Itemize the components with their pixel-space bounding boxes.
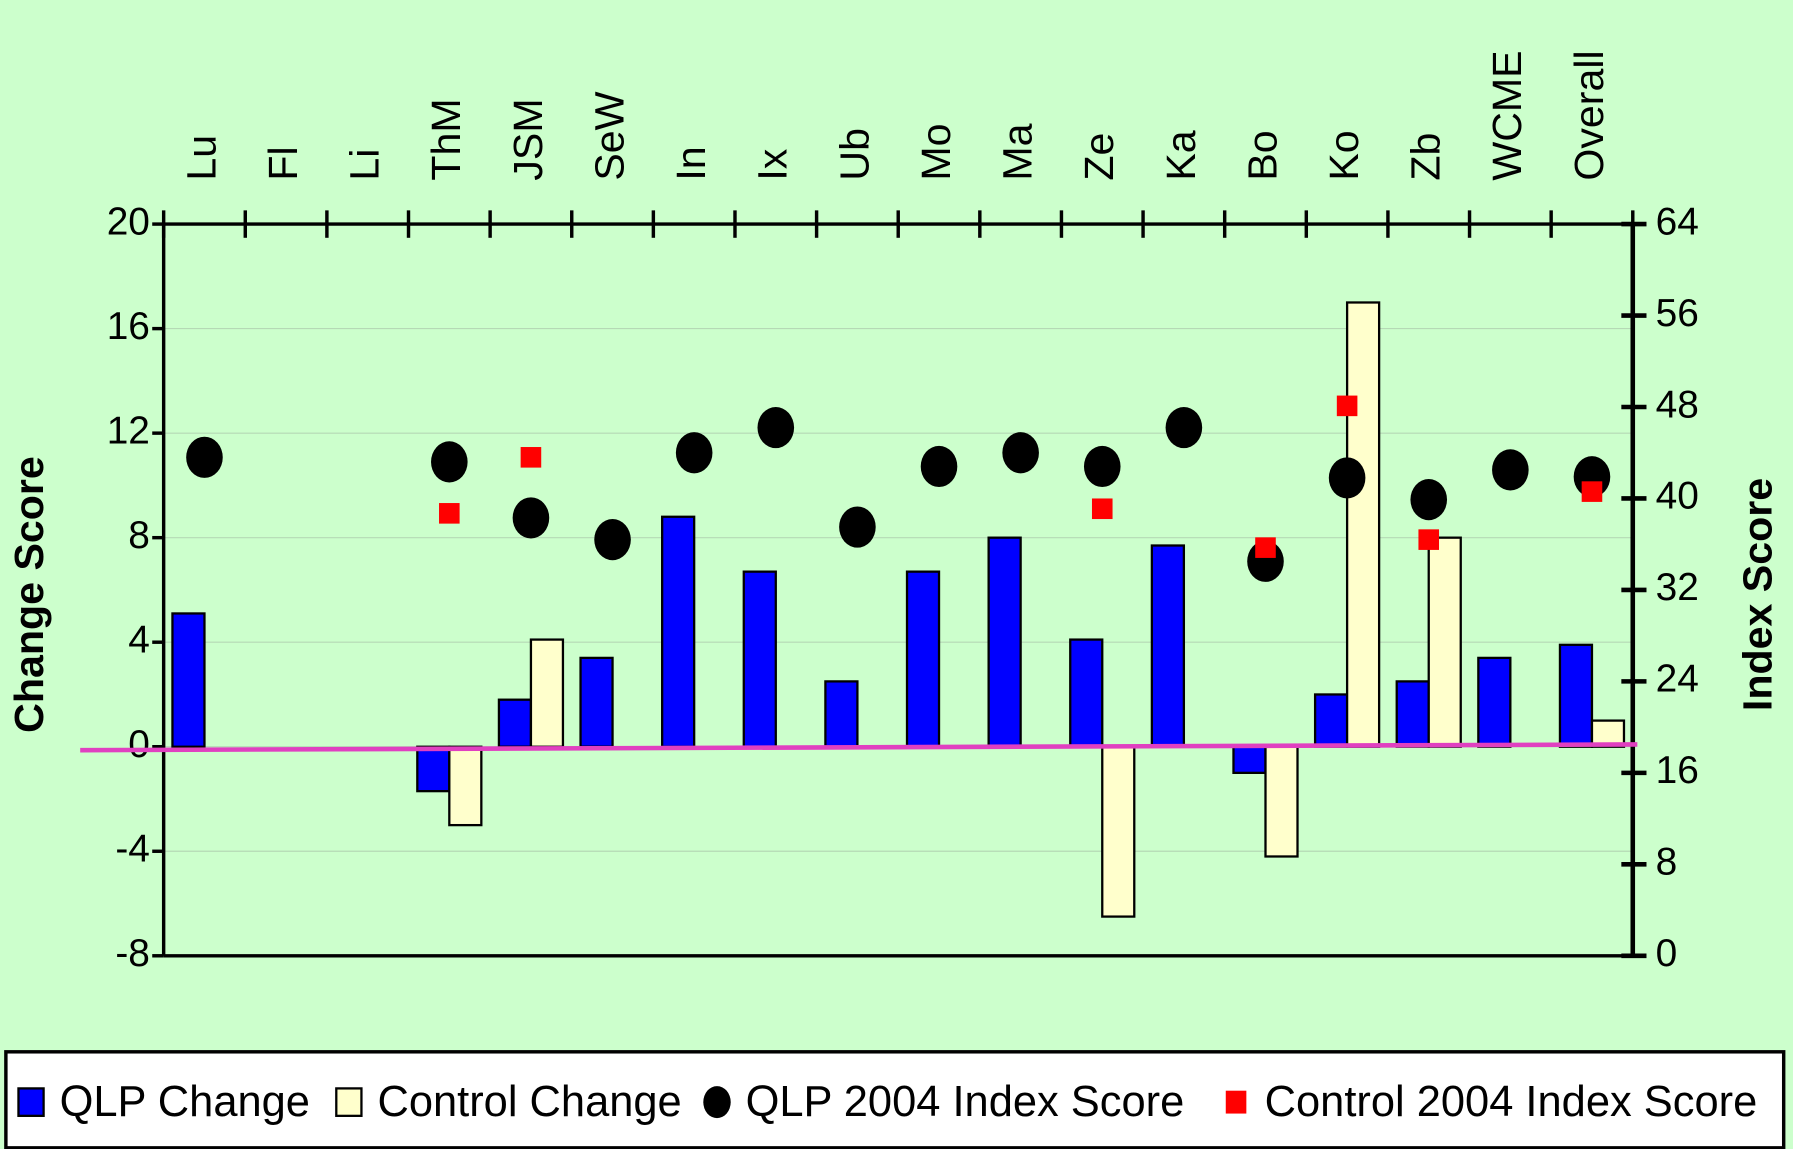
point [439,503,460,524]
y2-tick-label: 32 [1656,566,1699,609]
point [675,432,713,474]
bar [1150,544,1186,748]
point [594,519,631,561]
x-tick-label: JSM [505,98,551,180]
y-tick-label: -8 [115,932,150,975]
point [1336,395,1358,417]
legend-label: QLP 2004 Index Score [746,1078,1185,1126]
zero-line [80,742,1638,753]
x-tick-label: Ka [1158,130,1204,180]
bar [905,570,941,748]
y-tick-label: 8 [128,514,150,557]
bar [1395,680,1430,748]
bar [742,570,777,748]
y-axis-title: Change Score [6,456,52,733]
point [1410,479,1448,521]
point [1328,457,1366,499]
bar [1232,745,1267,775]
point [1581,481,1603,502]
bar [1345,301,1381,748]
x-tick-label: Ze [1076,133,1122,181]
point [1083,445,1121,488]
x-tick-label: Overall [1566,50,1612,180]
bar [987,536,1022,748]
bar [1558,643,1594,748]
bar [1313,693,1349,748]
bar [1427,536,1462,748]
y-tick-label: 0 [128,723,150,766]
x-tick-label: Li [342,149,388,181]
bar [1264,745,1299,858]
legend-swatch [335,1087,363,1117]
x-tick-label: Ko [1321,130,1367,180]
point [1002,432,1039,474]
bar [497,698,533,748]
point [520,447,542,468]
x-tick-label: Ix [750,148,796,180]
y-tick-label: 16 [107,305,150,348]
point [920,445,958,488]
legend-swatch [17,1087,45,1117]
y2-tick-label: 48 [1656,383,1699,426]
point [1091,498,1113,520]
x-tick-label: Zb [1403,133,1449,181]
y2-tick-label: 56 [1656,292,1699,335]
x-tick-label: Lu [178,135,224,181]
y-tick-label: 20 [107,200,150,243]
y-tick-label: -4 [115,828,150,871]
legend-label: QLP Change [60,1078,310,1126]
y2-tick-label: 16 [1656,749,1699,792]
bar [416,745,451,793]
x-tick-label: ThM [423,98,469,180]
x-tick-label: Ma [995,123,1041,180]
y2-tick-label: 64 [1656,200,1699,243]
bar [529,638,565,748]
legend-box [4,1050,1786,1149]
point [1492,449,1529,491]
y2-tick-label: 24 [1656,658,1699,701]
x-tick-label: In [668,146,714,180]
legend-label: Control Change [377,1078,681,1126]
bar [1101,745,1136,918]
point [757,407,795,449]
x-tick-label: Mo [913,123,959,180]
x-tick-label: Bo [1239,130,1285,180]
bar [171,612,206,748]
x-tick-label: SeW [586,91,632,180]
bar [1477,656,1512,748]
x-tick-label: Fl [260,146,306,180]
legend-swatch [703,1086,731,1119]
x-tick-label: Ub [831,128,877,181]
y2-axis-title: Index Score [1735,478,1781,711]
point [839,506,876,548]
point [1255,537,1276,558]
point [1418,529,1440,550]
point [1165,407,1203,449]
point [431,441,468,483]
bar [661,515,696,748]
legend-swatch [1225,1090,1247,1114]
bar [448,745,483,827]
point [186,436,223,478]
bar [1069,638,1104,748]
y2-tick-label: 40 [1656,475,1699,518]
y-tick-label: 12 [107,409,150,452]
legend-label: Control 2004 Index Score [1265,1078,1758,1126]
y2-tick-label: 0 [1656,932,1678,975]
point [512,497,550,539]
x-tick-label: WCME [1484,50,1530,180]
bar [824,680,859,748]
bar [579,656,614,748]
y2-tick-label: 8 [1656,841,1678,884]
y-tick-label: 4 [128,618,150,661]
